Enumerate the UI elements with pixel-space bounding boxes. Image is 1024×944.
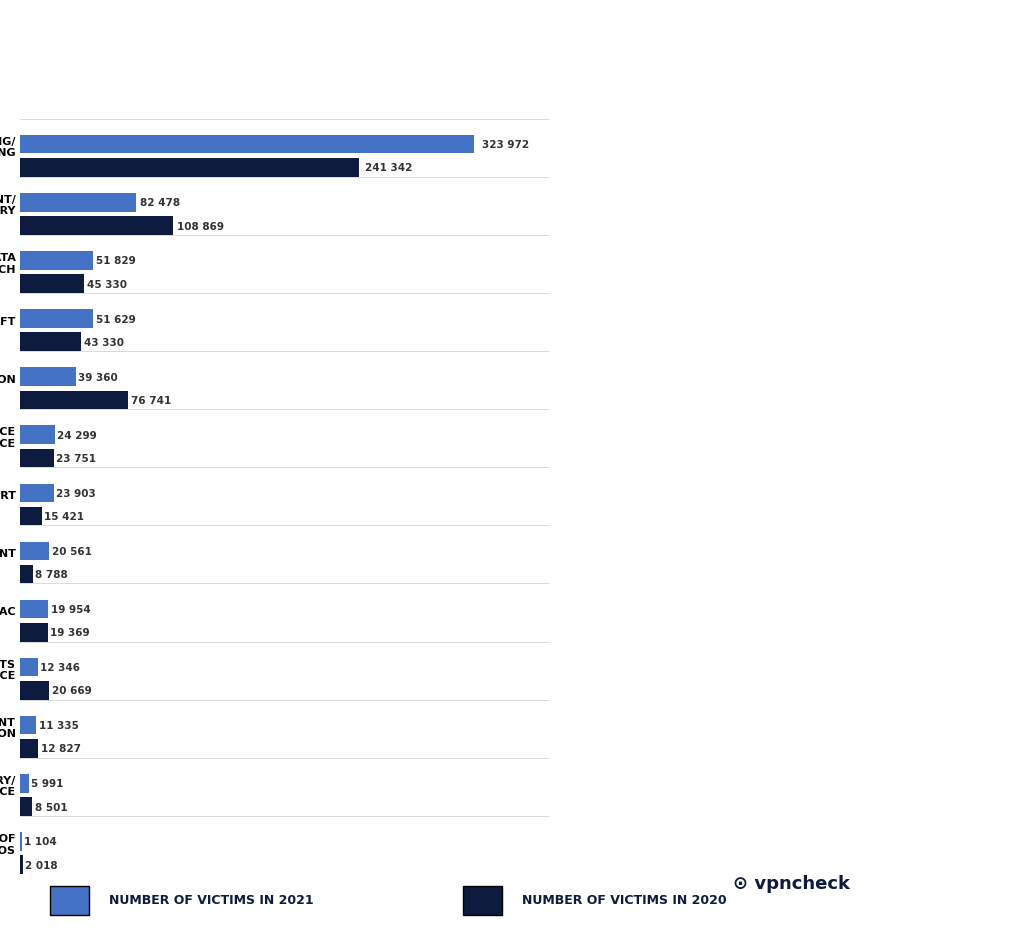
Bar <box>20 333 81 352</box>
Bar <box>20 855 24 874</box>
Text: 20 669: 20 669 <box>52 685 91 696</box>
Circle shape <box>610 348 686 471</box>
Bar <box>20 159 358 177</box>
Text: 2 018: 2 018 <box>26 860 58 869</box>
Circle shape <box>610 701 686 825</box>
Text: 51 629: 51 629 <box>96 314 135 324</box>
Text: 23 751: 23 751 <box>56 453 96 464</box>
Bar <box>20 426 54 445</box>
Bar <box>20 739 39 758</box>
Text: The majority of romance scam victims are
over the age of 60.: The majority of romance scam victims are… <box>711 396 976 423</box>
Text: 20 561: 20 561 <box>52 547 91 556</box>
Text: Crypto ATM scams typically involved
confidence fraud, investment, employment,
an: Crypto ATM scams typically involved conf… <box>711 742 986 784</box>
Bar <box>20 833 23 851</box>
Bar <box>20 542 49 561</box>
Bar <box>20 391 128 410</box>
Circle shape <box>610 182 686 305</box>
Text: 241 342: 241 342 <box>365 163 413 174</box>
Bar <box>20 507 42 526</box>
Text: NUMBER OF VICTIMS IN 2021: NUMBER OF VICTIMS IN 2021 <box>109 893 313 905</box>
Circle shape <box>610 514 686 637</box>
Text: 12 827: 12 827 <box>41 744 81 753</box>
Text: 82 478: 82 478 <box>139 198 179 208</box>
Text: 23 903: 23 903 <box>56 488 96 498</box>
Text: 12 346: 12 346 <box>40 663 80 672</box>
Text: 1 104: 1 104 <box>25 836 57 847</box>
Bar <box>20 774 29 793</box>
Bar <box>20 484 54 502</box>
Bar <box>20 310 93 329</box>
Bar <box>20 194 136 212</box>
Text: 323 972: 323 972 <box>482 140 529 150</box>
Text: 19 369: 19 369 <box>50 628 90 637</box>
Text: ⊙ vpncheck: ⊙ vpncheck <box>732 873 850 892</box>
Bar <box>20 658 38 677</box>
FancyBboxPatch shape <box>463 886 502 915</box>
Text: Phishing-related attacks increased
twelvefold since 2018.: Phishing-related attacks increased twelv… <box>711 229 928 258</box>
Bar <box>20 252 93 270</box>
Text: CYBERCRIME TYPES BY NUMBER OF VICTIMS: CYBERCRIME TYPES BY NUMBER OF VICTIMS <box>200 39 824 63</box>
Bar <box>20 217 173 236</box>
Text: 15 421: 15 421 <box>44 512 84 521</box>
Text: NUMBER OF VICTIMS IN 2020: NUMBER OF VICTIMS IN 2020 <box>522 893 726 905</box>
Text: In 2021, there were more than 18,000
complaints of sextortion.: In 2021, there were more than 18,000 com… <box>711 562 950 589</box>
Text: 39 360: 39 360 <box>79 372 118 382</box>
Text: 108 869: 108 869 <box>177 221 224 231</box>
FancyBboxPatch shape <box>50 886 89 915</box>
Bar <box>20 275 84 294</box>
Text: 76 741: 76 741 <box>131 396 172 405</box>
Text: 43 330: 43 330 <box>84 337 124 347</box>
Bar <box>20 716 37 734</box>
Text: 8 501: 8 501 <box>35 801 68 812</box>
Bar <box>20 798 33 816</box>
Text: 19 954: 19 954 <box>51 604 91 615</box>
Text: 8 788: 8 788 <box>35 569 68 580</box>
Bar <box>20 565 33 583</box>
Text: 45 330: 45 330 <box>87 279 127 289</box>
Bar <box>20 623 48 642</box>
Text: 5 991: 5 991 <box>31 779 63 788</box>
Bar <box>20 136 474 154</box>
Text: 11 335: 11 335 <box>39 720 79 731</box>
Bar <box>20 600 48 618</box>
Bar <box>20 682 49 700</box>
Text: 51 829: 51 829 <box>96 256 136 266</box>
Bar <box>20 368 76 386</box>
Text: 24 299: 24 299 <box>57 430 97 440</box>
Bar <box>20 449 54 467</box>
